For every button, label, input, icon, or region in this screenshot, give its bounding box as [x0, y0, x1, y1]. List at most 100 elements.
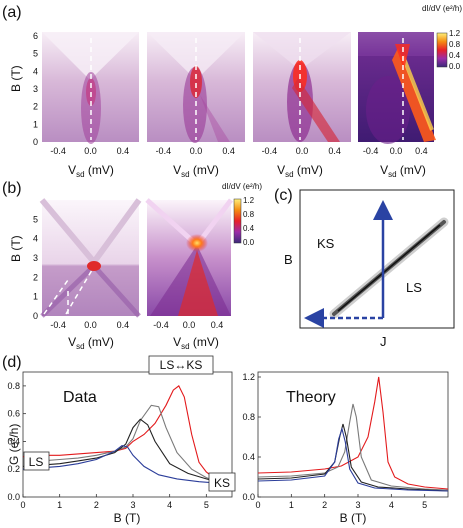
colorbar-a-tick: 1.2: [449, 29, 461, 38]
x-tick-label: 0.4: [117, 320, 130, 330]
x-tick-label: 0.4: [415, 146, 428, 156]
x-tick-label: -0.4: [50, 320, 66, 330]
y-tick-label: 5: [33, 49, 38, 59]
colorbar-a-tick: 0.4: [449, 51, 461, 60]
y-tick-label: 2: [33, 272, 38, 282]
x-tick-label: 0.4: [222, 146, 235, 156]
axes-b: 0 1 2 3 4 5 -0.4 0.0 0.4 -0.4 0.0 0.4: [33, 214, 223, 330]
x-tick-label: 0.0: [84, 146, 97, 156]
plot-theory: 0 1 2 3 4 5 0.0 0.4 0.8 1.2 Theory B (T): [242, 371, 449, 525]
x-tick-label: 0.4: [328, 146, 341, 156]
colorbar-b-tick: 0.0: [243, 238, 255, 247]
axis-label-b-data: B (T): [114, 511, 141, 525]
series-line-blue: [22, 445, 218, 484]
x-tick-label: 0.0: [183, 320, 196, 330]
x-tick-label: -0.4: [156, 146, 172, 156]
heatmap-a1: [42, 32, 139, 144]
axes-a: 0 1 2 3 4 5 6 -0.4 0.0 0.4 -0.4 0.0 0.4 -0.4 0.0 0.4 -0…: [33, 31, 428, 156]
series-line-gray: [23, 404, 218, 483]
y-tick-label: 1: [33, 292, 38, 302]
panel-label-a: (a): [2, 4, 22, 21]
heatmap-a2: [147, 32, 245, 143]
label-ls-ks: LS↔KS: [160, 358, 203, 372]
vsd-axis-label: Vsd (mV): [68, 163, 114, 179]
y-tick-label: 1.2: [242, 372, 255, 382]
y-tick-label: 0.2: [7, 464, 20, 474]
y-tick-label: 4: [33, 66, 38, 76]
x-tick-label: 3: [355, 500, 360, 510]
y-tick-label: 0.8: [7, 381, 20, 391]
x-tick-label: 2: [94, 500, 99, 510]
colorbar-a-title: dI/dV (e²/h): [422, 4, 462, 13]
x-tick-label: -0.4: [153, 320, 169, 330]
heatmap-b2: [145, 198, 233, 316]
vsd-axis-labels: Vsd (mV) Vsd (mV) Vsd (mV) Vsd (mV) Vsd (mV)…: [68, 163, 426, 351]
panel-label-b: (b): [2, 180, 22, 197]
axis-label-g: G (e²/h): [7, 424, 21, 465]
vsd-axis-label: Vsd (mV): [173, 163, 219, 179]
x-tick-label: -0.4: [262, 146, 278, 156]
colorbar-a-tick: 0.8: [449, 40, 461, 49]
x-tick-label: -0.4: [50, 146, 66, 156]
axis-label-j: J: [380, 334, 387, 349]
axis-label-b-b: B (T): [9, 235, 23, 262]
x-tick-label: 0.0: [190, 146, 203, 156]
colorbar-b-tick: 0.4: [243, 224, 255, 233]
x-tick-label: 0.0: [390, 146, 403, 156]
axis-label-b-c: B: [284, 252, 293, 267]
label-ls: LS: [406, 280, 422, 295]
vsd-axis-label: Vsd (mV): [277, 163, 323, 179]
series-line-gray: [257, 403, 449, 491]
panel-label-c: (c): [274, 187, 293, 204]
x-tick-label: 0.0: [84, 320, 97, 330]
x-tick-label: 0.4: [117, 146, 130, 156]
axis-label-b-theory: B (T): [340, 511, 367, 525]
series-line-red: [257, 376, 449, 490]
series-line-black: [257, 423, 449, 492]
y-tick-label: 0: [33, 311, 38, 321]
x-tick-label: 4: [167, 500, 172, 510]
axis-label-b-a: B (T): [9, 65, 23, 92]
x-tick-label: -0.4: [363, 146, 379, 156]
x-tick-label: 0.0: [296, 146, 309, 156]
title-data: Data: [63, 389, 97, 406]
y-tick-label: 0.0: [7, 492, 20, 502]
y-tick-label: 0.4: [242, 452, 255, 462]
colorbar-b-tick: 1.2: [243, 196, 255, 205]
x-tick-label: 1: [289, 500, 294, 510]
heatmap-b1: [39, 198, 142, 318]
x-tick-label: 0.4: [211, 320, 224, 330]
y-tick-label: 0.6: [7, 409, 20, 419]
colorbar-a: dI/dV (e²/h) 1.2 0.8 0.4 0.0: [422, 4, 462, 71]
label-ks-box: KS: [214, 476, 230, 490]
panel-label-d: (d): [2, 354, 22, 371]
y-tick-label: 3: [33, 253, 38, 263]
x-tick-label: 4: [389, 500, 394, 510]
x-tick-label: 3: [130, 500, 135, 510]
label-ks: KS: [317, 236, 335, 251]
x-tick-label: 5: [204, 500, 209, 510]
y-tick-label: 0.4: [7, 436, 20, 446]
heatmap-a4: [358, 32, 436, 144]
y-tick-label: 4: [33, 234, 38, 244]
title-theory: Theory: [286, 389, 336, 406]
colorbar-b-tick: 0.8: [243, 210, 255, 219]
colorbar-b: dI/dV (e²/h) 1.2 0.8 0.4 0.0: [222, 182, 262, 247]
colorbar-b-title: dI/dV (e²/h): [222, 182, 262, 191]
series-line-red: [22, 385, 218, 481]
y-tick-label: 0: [33, 137, 38, 147]
vsd-axis-label: Vsd (mV): [380, 163, 426, 179]
x-tick-label: 1: [57, 500, 62, 510]
heatmap-a3: [253, 32, 351, 142]
x-tick-label: 2: [322, 500, 327, 510]
y-tick-label: 2: [33, 102, 38, 112]
x-tick-label: 0: [20, 500, 25, 510]
colorbar-a-tick: 0.0: [449, 62, 461, 71]
plot-data: 0 1 2 3 4 5 0.0 0.2 0.4 0.6 0.8 Data LS↔KS LS KS B…: [7, 355, 236, 525]
series-line-black: [22, 418, 218, 483]
x-tick-label: 0: [255, 500, 260, 510]
x-tick-label: 5: [422, 500, 427, 510]
series-line-blue: [257, 427, 449, 492]
vsd-axis-label: Vsd (mV): [173, 335, 219, 351]
